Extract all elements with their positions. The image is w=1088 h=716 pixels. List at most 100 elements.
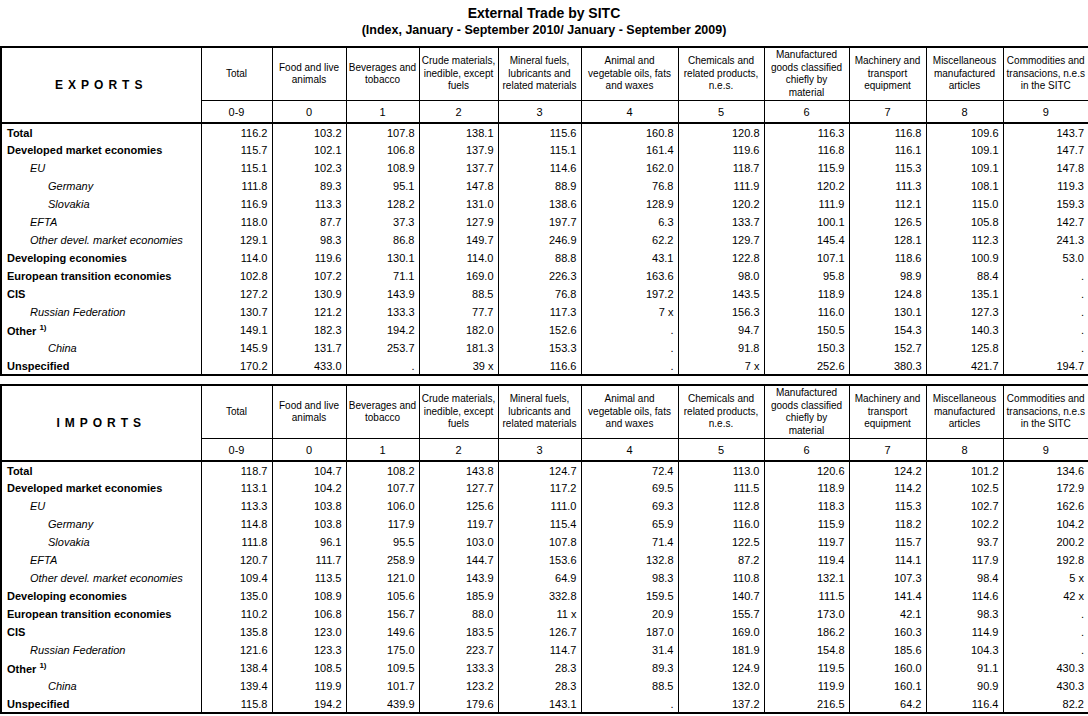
- column-header: Machinery and transport equipment: [849, 385, 926, 439]
- value-cell: 102.3: [272, 159, 346, 177]
- sitc-code: 6: [764, 439, 849, 462]
- value-cell: 62.2: [581, 231, 678, 249]
- row-label: Russian Federation: [1, 303, 201, 321]
- value-cell: 119.5: [764, 659, 849, 677]
- value-cell: 11 x: [498, 605, 581, 623]
- value-cell: 216.5: [764, 695, 849, 713]
- value-cell: 103.8: [272, 515, 346, 533]
- value-cell: 98.3: [926, 605, 1003, 623]
- value-cell: 137.7: [419, 159, 498, 177]
- value-cell: 169.0: [419, 267, 498, 285]
- value-cell: 111.5: [764, 587, 849, 605]
- value-cell: 88.8: [498, 249, 581, 267]
- value-cell: .: [581, 321, 678, 339]
- value-cell: 185.6: [849, 641, 926, 659]
- row-label: Germany: [1, 177, 201, 195]
- value-cell: 76.8: [498, 285, 581, 303]
- page-title: External Trade by SITC: [0, 0, 1088, 22]
- value-cell: 91.8: [678, 339, 764, 357]
- row-label: Developed market economies: [1, 479, 201, 497]
- value-cell: 89.3: [272, 177, 346, 195]
- value-cell: 258.9: [346, 551, 419, 569]
- value-cell: 126.5: [849, 213, 926, 231]
- table-row: Other 1)149.1182.3194.2182.0152.6.94.715…: [1, 321, 1088, 339]
- exports-table: EXPORTSTotalFood and live animalsBeverag…: [0, 46, 1088, 376]
- value-cell: 147.8: [419, 177, 498, 195]
- value-cell: 142.7: [1003, 213, 1088, 231]
- value-cell: 140.7: [678, 587, 764, 605]
- value-cell: 194.2: [346, 321, 419, 339]
- value-cell: 186.2: [764, 623, 849, 641]
- value-cell: 6.3: [581, 213, 678, 231]
- sitc-code: 0: [272, 101, 346, 124]
- value-cell: 116.0: [764, 303, 849, 321]
- value-cell: 88.0: [419, 605, 498, 623]
- value-cell: 101.2: [926, 461, 1003, 479]
- value-cell: 7 x: [678, 357, 764, 375]
- value-cell: 120.8: [678, 123, 764, 141]
- value-cell: 138.4: [201, 659, 272, 677]
- value-cell: 105.8: [926, 213, 1003, 231]
- column-header: Commodities and transacions, n.e.s in th…: [1003, 385, 1088, 439]
- value-cell: 179.6: [419, 695, 498, 713]
- value-cell: 115.0: [926, 195, 1003, 213]
- column-header: Mineral fuels, lubricants and related ma…: [498, 47, 581, 101]
- column-header: Manufactured goods classified chiefly by…: [764, 385, 849, 439]
- value-cell: 172.9: [1003, 479, 1088, 497]
- value-cell: 103.2: [272, 123, 346, 141]
- value-cell: 43.1: [581, 249, 678, 267]
- value-cell: 116.9: [201, 195, 272, 213]
- value-cell: 117.2: [498, 479, 581, 497]
- value-cell: 144.7: [419, 551, 498, 569]
- value-cell: 143.8: [419, 461, 498, 479]
- value-cell: 28.3: [498, 659, 581, 677]
- value-cell: 162.6: [1003, 497, 1088, 515]
- value-cell: 106.8: [272, 605, 346, 623]
- value-cell: 170.2: [201, 357, 272, 375]
- sitc-code: 7: [849, 101, 926, 124]
- row-label: Unspecified: [1, 695, 201, 713]
- value-cell: 65.9: [581, 515, 678, 533]
- value-cell: 115.3: [849, 159, 926, 177]
- value-cell: 133.3: [419, 659, 498, 677]
- table-row: Germany114.8103.8117.9119.7115.465.9116.…: [1, 515, 1088, 533]
- value-cell: 110.8: [678, 569, 764, 587]
- value-cell: 115.6: [498, 123, 581, 141]
- table-row: Total116.2103.2107.8138.1115.6160.8120.8…: [1, 123, 1088, 141]
- table-row: Other devel. market economies109.4113.51…: [1, 569, 1088, 587]
- value-cell: 124.7: [498, 461, 581, 479]
- sitc-code: 2: [419, 439, 498, 462]
- row-label: Unspecified: [1, 357, 201, 375]
- value-cell: 159.3: [1003, 195, 1088, 213]
- value-cell: 106.8: [346, 141, 419, 159]
- value-cell: 128.9: [581, 195, 678, 213]
- table-row: Slovakia111.896.195.5103.0107.871.4122.5…: [1, 533, 1088, 551]
- value-cell: 71.1: [346, 267, 419, 285]
- table-row: Unspecified170.2433.0.39 x116.6.7 x252.6…: [1, 357, 1088, 375]
- row-label: Other devel. market economies: [1, 569, 201, 587]
- column-header: Chemicals and related products, n.e.s.: [678, 47, 764, 101]
- column-header: Miscellaneous manufactured articles: [926, 385, 1003, 439]
- value-cell: 64.9: [498, 569, 581, 587]
- value-cell: 115.4: [498, 515, 581, 533]
- sitc-code: 4: [581, 101, 678, 124]
- value-cell: 160.3: [849, 623, 926, 641]
- column-header: Animal and vegetable oils, fats and waxe…: [581, 47, 678, 101]
- value-cell: 122.8: [678, 249, 764, 267]
- value-cell: 112.1: [849, 195, 926, 213]
- value-cell: .: [1003, 303, 1088, 321]
- table-row: Unspecified115.8194.2439.9179.6143.1.137…: [1, 695, 1088, 713]
- value-cell: 156.7: [346, 605, 419, 623]
- value-cell: 223.7: [419, 641, 498, 659]
- row-label: European transition economies: [1, 267, 201, 285]
- value-cell: 140.3: [926, 321, 1003, 339]
- table-row: EFTA120.7111.7258.9144.7153.6132.887.211…: [1, 551, 1088, 569]
- value-cell: 120.7: [201, 551, 272, 569]
- value-cell: 114.0: [419, 249, 498, 267]
- value-cell: 253.7: [346, 339, 419, 357]
- value-cell: 119.7: [419, 515, 498, 533]
- value-cell: 194.2: [272, 695, 346, 713]
- value-cell: 133.3: [346, 303, 419, 321]
- value-cell: 89.3: [581, 659, 678, 677]
- value-cell: 149.6: [346, 623, 419, 641]
